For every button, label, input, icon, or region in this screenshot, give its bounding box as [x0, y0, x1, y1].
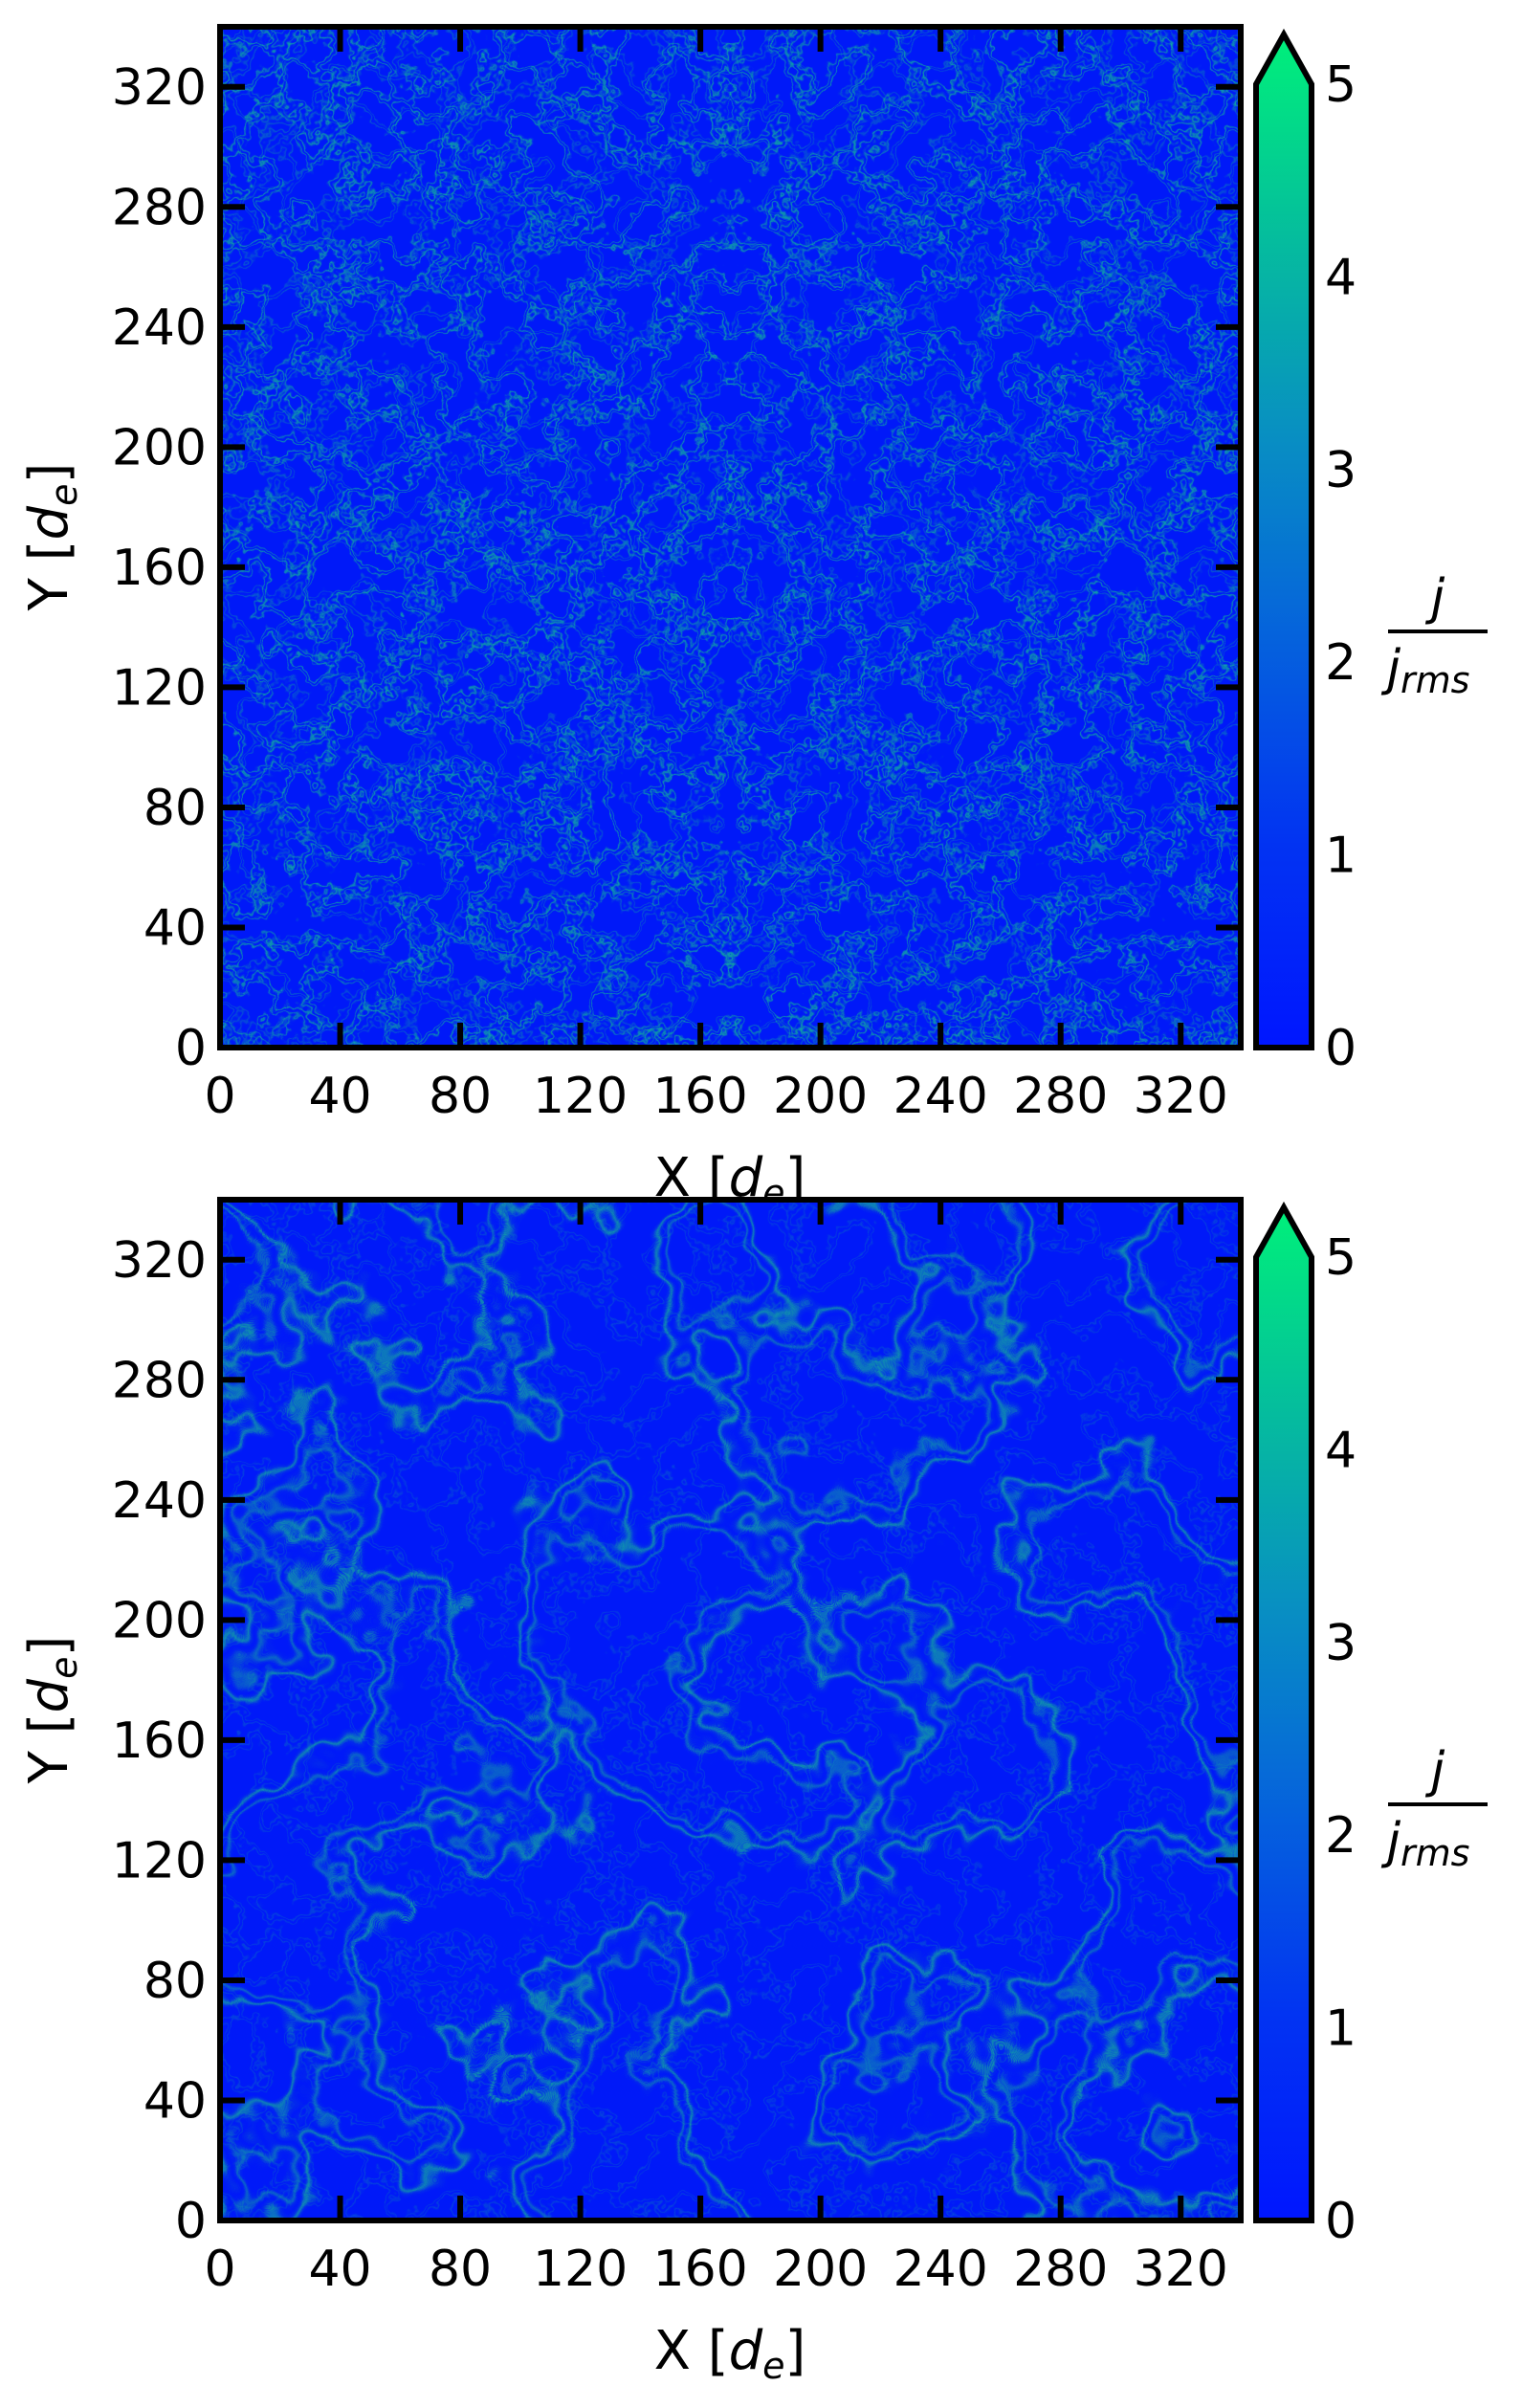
heatmap-top	[220, 27, 1241, 1048]
x-tick-label-5: 200	[773, 2241, 868, 2298]
heatmap-bottom	[220, 1200, 1241, 2220]
y-tick-label-1: 40	[143, 2072, 207, 2130]
y-tick-label-7: 280	[112, 179, 207, 236]
x-tick-label-8: 320	[1134, 2241, 1228, 2298]
x-axis-label-bottom: X [de]	[654, 2320, 806, 2387]
y-tick-labels-top: 0 40 80 120 160 200 240 280 320	[112, 59, 207, 1077]
y-tick-label-1: 40	[143, 899, 207, 957]
heatmap-structures-2	[220, 27, 1241, 1048]
colorbar-tick-label-1: 1	[1325, 2000, 1357, 2058]
panel-top: 0 40 80 120 160 200 240 280 320 0408012016020024…	[18, 24, 1488, 1214]
y-tick-label-8: 320	[112, 1232, 207, 1290]
y-tick-label-0: 0	[175, 1020, 207, 1077]
y-axis-label-bottom: Y [de]	[18, 1636, 85, 1785]
y-tick-label-3: 120	[112, 659, 207, 717]
x-tick-label-4: 160	[652, 1068, 747, 1125]
y-tick-label-0: 0	[175, 2193, 207, 2250]
x-tick-labels-bottom: 0 40 80 120 160 200 240 280 320	[204, 2241, 1227, 2298]
colorbar-tick-label-5: 5	[1325, 56, 1357, 114]
y-tick-label-2: 80	[143, 1953, 207, 2010]
x-tick-label-6: 240	[893, 1068, 988, 1125]
plot-frame-top	[217, 24, 1244, 1050]
x-tick-label-8: 320	[1134, 1068, 1228, 1125]
colorbar-tick-label-0: 0	[1325, 2193, 1357, 2250]
x-tick-label-3: 120	[533, 1068, 628, 1125]
colorbar-tick-label-3: 3	[1325, 442, 1357, 499]
x-tick-label-3: 120	[533, 2241, 628, 2298]
colorbar-label-bottom: j jrms	[1381, 1742, 1488, 1874]
colorbar-tick-label-3: 3	[1325, 1615, 1357, 1672]
y-tick-label-5: 200	[112, 419, 207, 476]
colorbar-bar-top	[1253, 28, 1314, 1050]
colorbar-bottom: 0 1 2 3 4 5 j jrms	[1253, 1201, 1488, 2250]
y-tick-label-6: 240	[112, 299, 207, 357]
x-tick-label-0: 0	[204, 2241, 235, 2298]
y-tick-labels-bottom: 0 40 80 120 160 200 240 280 320	[112, 1232, 207, 2250]
y-tick-label-2: 80	[143, 780, 207, 837]
y-tick-label-4: 160	[112, 1712, 207, 1770]
x-tick-label-2: 80	[429, 2241, 492, 2298]
y-axis-label-top: Y [de]	[18, 463, 85, 612]
colorbar-label-num-top: j	[1425, 569, 1445, 627]
x-tick-label-0: 0	[204, 1068, 235, 1125]
y-tick-label-3: 120	[112, 1832, 207, 1889]
colorbar-top: 0 1 2 3 4 5 j jrms	[1253, 28, 1488, 1077]
x-tick-label-7: 280	[1013, 1068, 1108, 1125]
panel-bottom: 0 40 80 120 160 200 240 280 320 0408012016020024…	[18, 1197, 1488, 2387]
x-tick-label-5: 200	[773, 1068, 868, 1125]
colorbar-label-den-top: jrms	[1381, 640, 1470, 701]
x-tick-label-4: 160	[652, 2241, 747, 2298]
plot-frame-bottom	[217, 1197, 1244, 2223]
y-tick-label-8: 320	[112, 59, 207, 117]
colorbar-tick-label-0: 0	[1325, 1020, 1357, 1077]
x-tick-label-2: 80	[429, 1068, 492, 1125]
colorbar-bar-bottom	[1253, 1201, 1314, 2223]
colorbar-tick-label-4: 4	[1325, 1422, 1357, 1479]
colorbar-tick-labels-top: 0 1 2 3 4 5	[1325, 56, 1357, 1077]
x-tick-label-7: 280	[1013, 2241, 1108, 2298]
x-tick-label-6: 240	[893, 2241, 988, 2298]
colorbar-tick-label-2: 2	[1325, 1807, 1357, 1865]
y-tick-label-7: 280	[112, 1352, 207, 1409]
colorbar-label-top: j jrms	[1381, 569, 1488, 701]
y-tick-label-6: 240	[112, 1472, 207, 1530]
colorbar-tick-labels-bottom: 0 1 2 3 4 5	[1325, 1229, 1357, 2250]
y-tick-label-5: 200	[112, 1592, 207, 1649]
y-tick-label-4: 160	[112, 540, 207, 597]
colorbar-label-num-bottom: j	[1425, 1742, 1445, 1800]
colorbar-tick-label-5: 5	[1325, 1229, 1357, 1287]
x-tick-label-1: 40	[308, 1068, 371, 1125]
x-tick-label-1: 40	[308, 2241, 371, 2298]
heatmap-structures-2	[220, 1200, 1241, 2220]
x-tick-labels-top: 0 40 80 120 160 200 240 280 320	[204, 1068, 1227, 1125]
colorbar-tick-label-1: 1	[1325, 828, 1357, 885]
colorbar-tick-label-2: 2	[1325, 634, 1357, 692]
colorbar-label-den-bottom: jrms	[1381, 1813, 1470, 1874]
colorbar-tick-label-4: 4	[1325, 249, 1357, 306]
